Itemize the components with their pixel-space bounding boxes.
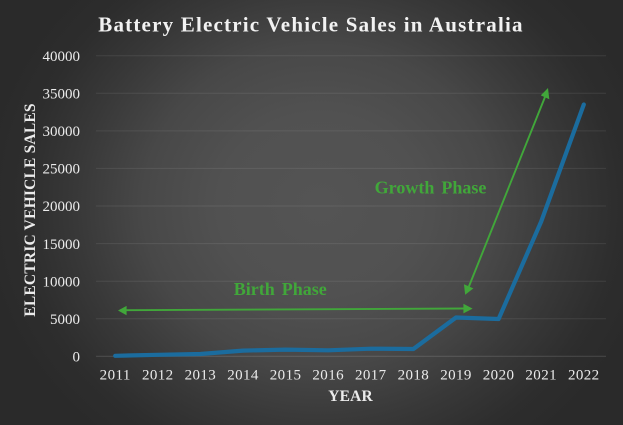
svg-text:2020: 2020 xyxy=(483,368,515,384)
svg-text:Growth Phase: Growth Phase xyxy=(375,178,487,198)
svg-text:2012: 2012 xyxy=(142,368,174,384)
svg-text:Birth Phase: Birth Phase xyxy=(234,279,327,299)
svg-text:2011: 2011 xyxy=(100,368,131,384)
svg-text:2019: 2019 xyxy=(440,368,472,384)
svg-text:40000: 40000 xyxy=(43,49,81,65)
svg-text:2014: 2014 xyxy=(227,368,259,384)
svg-text:2022: 2022 xyxy=(568,368,600,384)
svg-text:20000: 20000 xyxy=(43,199,81,215)
svg-text:YEAR: YEAR xyxy=(328,388,373,405)
svg-text:ELECTRIC VEHICLE SALES: ELECTRIC VEHICLE SALES xyxy=(22,103,39,316)
svg-text:5000: 5000 xyxy=(50,312,80,328)
svg-text:25000: 25000 xyxy=(43,162,81,178)
svg-text:Battery Electric Vehicle Sales: Battery Electric Vehicle Sales in Austra… xyxy=(98,13,523,37)
svg-text:0: 0 xyxy=(73,350,81,366)
svg-text:2018: 2018 xyxy=(398,368,430,384)
svg-text:2015: 2015 xyxy=(270,368,302,384)
svg-text:2021: 2021 xyxy=(525,368,557,384)
svg-text:35000: 35000 xyxy=(43,87,81,103)
svg-text:10000: 10000 xyxy=(43,274,81,290)
svg-text:30000: 30000 xyxy=(43,124,81,140)
svg-text:15000: 15000 xyxy=(43,237,81,253)
svg-text:2013: 2013 xyxy=(185,368,217,384)
svg-text:2017: 2017 xyxy=(355,368,387,384)
svg-text:2016: 2016 xyxy=(312,368,344,384)
